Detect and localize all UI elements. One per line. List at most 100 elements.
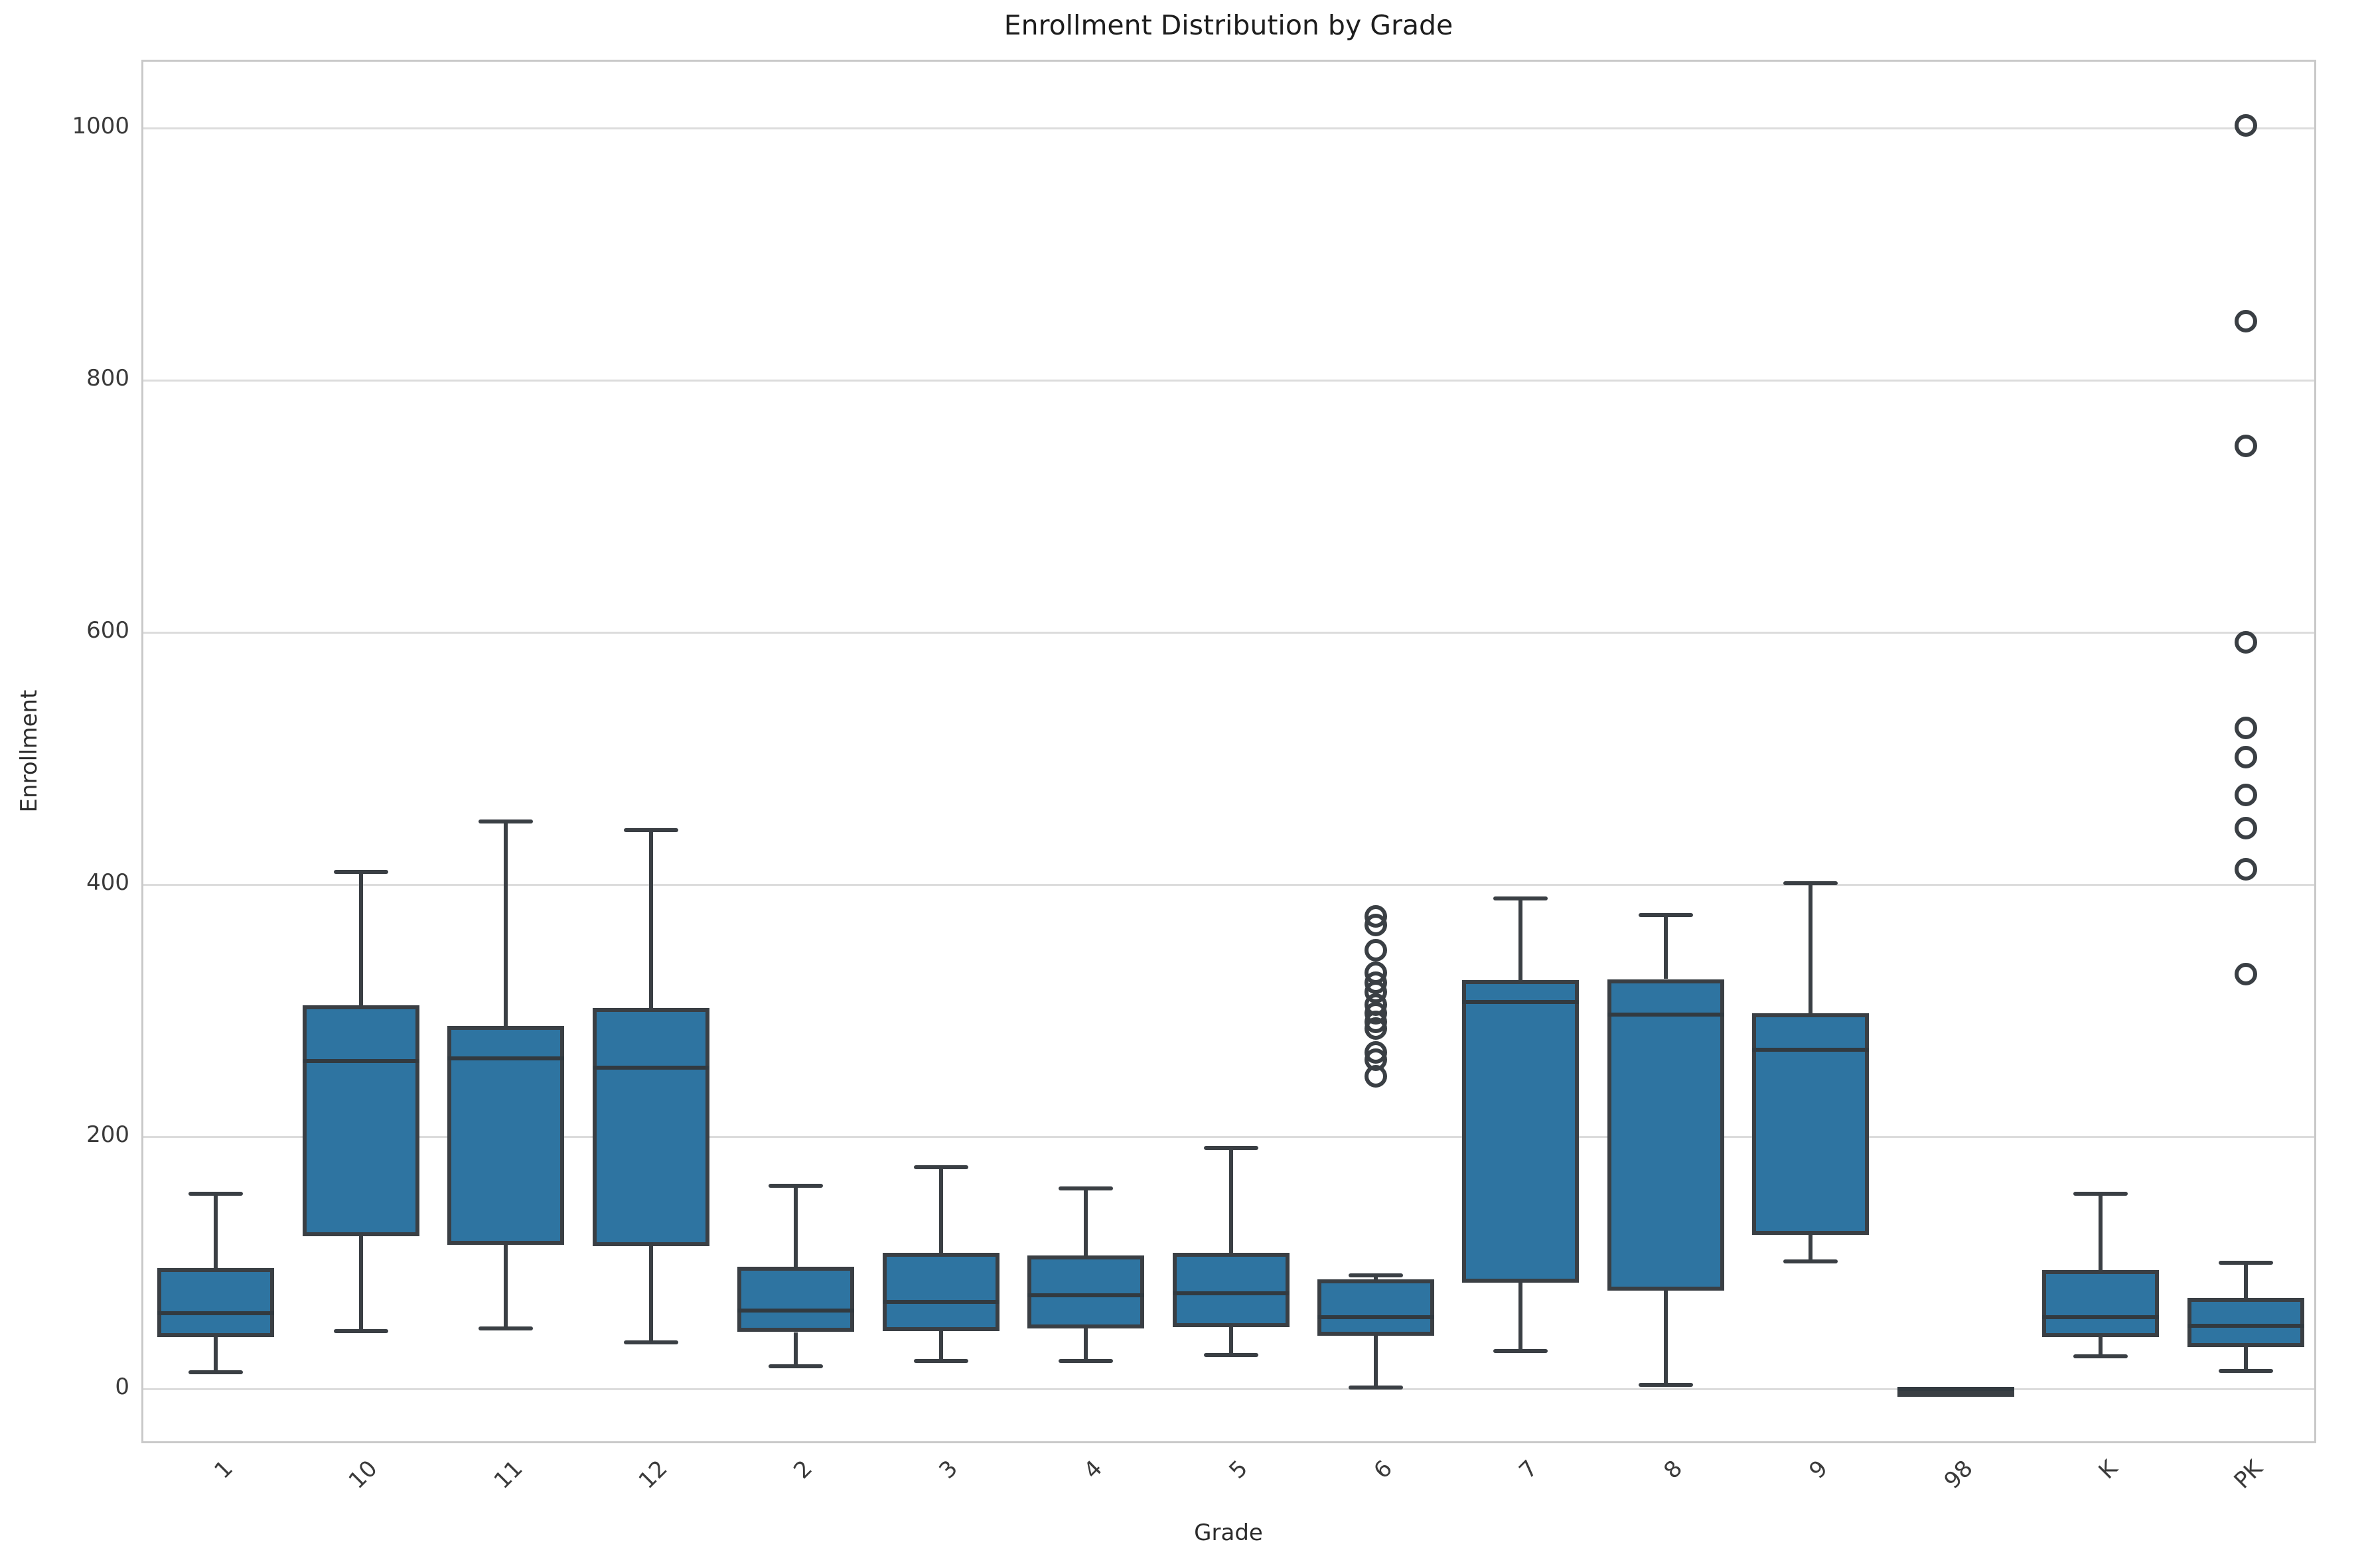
upper-whisker bbox=[214, 1193, 218, 1268]
y-tick-600: 600 bbox=[86, 617, 129, 644]
lower-whisker bbox=[1518, 1283, 1523, 1351]
iqr-box bbox=[2042, 1270, 2160, 1338]
lower-whisker bbox=[1228, 1326, 1233, 1355]
lower-whisker bbox=[1373, 1336, 1378, 1388]
x-tick-PK: PK bbox=[2103, 1455, 2268, 1494]
outlier-point bbox=[1364, 938, 1387, 962]
iqr-box bbox=[882, 1252, 999, 1331]
outlier-point bbox=[2234, 784, 2257, 807]
iqr-box bbox=[737, 1266, 855, 1332]
upper-whisker-cap bbox=[1638, 912, 1693, 917]
outlier-point bbox=[2234, 309, 2257, 332]
iqr-box bbox=[1317, 1279, 1434, 1336]
outlier-point bbox=[1364, 904, 1387, 928]
upper-whisker bbox=[1663, 914, 1668, 979]
lower-whisker-cap bbox=[333, 1328, 388, 1333]
lower-whisker-cap bbox=[769, 1364, 824, 1368]
x-tick-1: 1 bbox=[73, 1455, 238, 1484]
x-tick-K: K bbox=[1958, 1455, 2123, 1484]
upper-whisker-cap bbox=[623, 828, 678, 833]
lower-whisker bbox=[794, 1332, 798, 1366]
y-tick-800: 800 bbox=[86, 365, 129, 392]
upper-whisker-cap bbox=[2073, 1191, 2128, 1196]
outlier-point bbox=[1364, 962, 1387, 984]
median-line bbox=[2042, 1315, 2160, 1319]
gridline-y-0 bbox=[143, 1388, 2314, 1390]
lower-whisker bbox=[938, 1330, 943, 1362]
gridline-y-800 bbox=[143, 380, 2314, 382]
upper-whisker-cap bbox=[1493, 896, 1548, 900]
outlier-point bbox=[2234, 962, 2257, 985]
x-tick-3: 3 bbox=[798, 1455, 963, 1484]
iqr-box bbox=[1897, 1389, 2014, 1397]
gridline-y-600 bbox=[143, 632, 2314, 634]
outlier-point bbox=[2234, 746, 2257, 769]
lower-whisker bbox=[1084, 1328, 1088, 1362]
lower-whisker bbox=[2099, 1337, 2103, 1356]
outlier-point bbox=[2234, 434, 2257, 457]
outlier-point bbox=[2234, 631, 2257, 654]
median-line bbox=[302, 1059, 419, 1063]
upper-whisker bbox=[1084, 1188, 1088, 1255]
iqr-box bbox=[592, 1008, 709, 1247]
upper-whisker-cap bbox=[2218, 1261, 2273, 1265]
x-tick-6: 6 bbox=[1233, 1455, 1398, 1484]
median-line bbox=[1317, 1315, 1434, 1319]
lower-whisker bbox=[2243, 1347, 2248, 1372]
iqr-box bbox=[302, 1005, 419, 1237]
x-tick-label: PK bbox=[2229, 1455, 2268, 1494]
x-tick-4: 4 bbox=[943, 1455, 1108, 1484]
upper-whisker-cap bbox=[1783, 881, 1838, 886]
lower-whisker-cap bbox=[1203, 1352, 1258, 1357]
outlier-point bbox=[2234, 816, 2257, 839]
iqr-box bbox=[447, 1025, 565, 1246]
x-tick-2: 2 bbox=[653, 1455, 818, 1484]
x-tick-7: 7 bbox=[1378, 1455, 1543, 1484]
median-line bbox=[1027, 1293, 1145, 1298]
lower-whisker bbox=[358, 1236, 363, 1331]
outlier-point bbox=[2234, 717, 2257, 740]
x-tick-12: 12 bbox=[508, 1455, 673, 1494]
x-tick-8: 8 bbox=[1523, 1455, 1688, 1484]
lower-whisker-cap bbox=[2073, 1354, 2128, 1358]
iqr-box bbox=[1172, 1252, 1290, 1327]
gridline-y-1000 bbox=[143, 127, 2314, 129]
lower-whisker bbox=[214, 1337, 218, 1373]
median-line bbox=[157, 1311, 275, 1315]
lower-whisker-cap bbox=[1348, 1386, 1403, 1390]
median-line bbox=[592, 1065, 709, 1070]
plot-area bbox=[141, 60, 2316, 1443]
median-line bbox=[447, 1056, 565, 1061]
lower-whisker-cap bbox=[1059, 1359, 1114, 1364]
upper-whisker bbox=[1809, 883, 1813, 1013]
y-axis-label: Enrollment bbox=[16, 689, 42, 813]
upper-whisker-cap bbox=[1348, 1273, 1403, 1277]
lower-whisker-cap bbox=[1783, 1259, 1838, 1264]
outlier-point bbox=[2234, 858, 2257, 881]
lower-whisker bbox=[1663, 1290, 1668, 1386]
x-tick-10: 10 bbox=[218, 1455, 383, 1494]
lower-whisker-cap bbox=[1493, 1349, 1548, 1353]
upper-whisker bbox=[504, 821, 508, 1026]
y-tick-1000: 1000 bbox=[72, 113, 129, 139]
median-line bbox=[882, 1299, 999, 1304]
median-line bbox=[2187, 1324, 2304, 1328]
upper-whisker-cap bbox=[769, 1184, 824, 1188]
upper-whisker bbox=[1518, 898, 1523, 981]
gridline-y-200 bbox=[143, 1136, 2314, 1138]
lower-whisker bbox=[1809, 1235, 1813, 1262]
x-tick-5: 5 bbox=[1088, 1455, 1253, 1484]
lower-whisker-cap bbox=[479, 1326, 534, 1330]
lower-whisker-cap bbox=[913, 1359, 968, 1364]
upper-whisker-cap bbox=[479, 820, 534, 823]
upper-whisker bbox=[794, 1186, 798, 1267]
median-line bbox=[1172, 1291, 1290, 1295]
iqr-box bbox=[1607, 979, 1724, 1291]
upper-whisker-cap bbox=[1203, 1146, 1258, 1151]
iqr-box bbox=[2187, 1298, 2304, 1348]
gridline-y-400 bbox=[143, 884, 2314, 886]
iqr-box bbox=[1752, 1013, 1870, 1236]
y-tick-0: 0 bbox=[115, 1374, 129, 1400]
outlier-point bbox=[2234, 114, 2257, 137]
y-tick-200: 200 bbox=[86, 1121, 129, 1148]
